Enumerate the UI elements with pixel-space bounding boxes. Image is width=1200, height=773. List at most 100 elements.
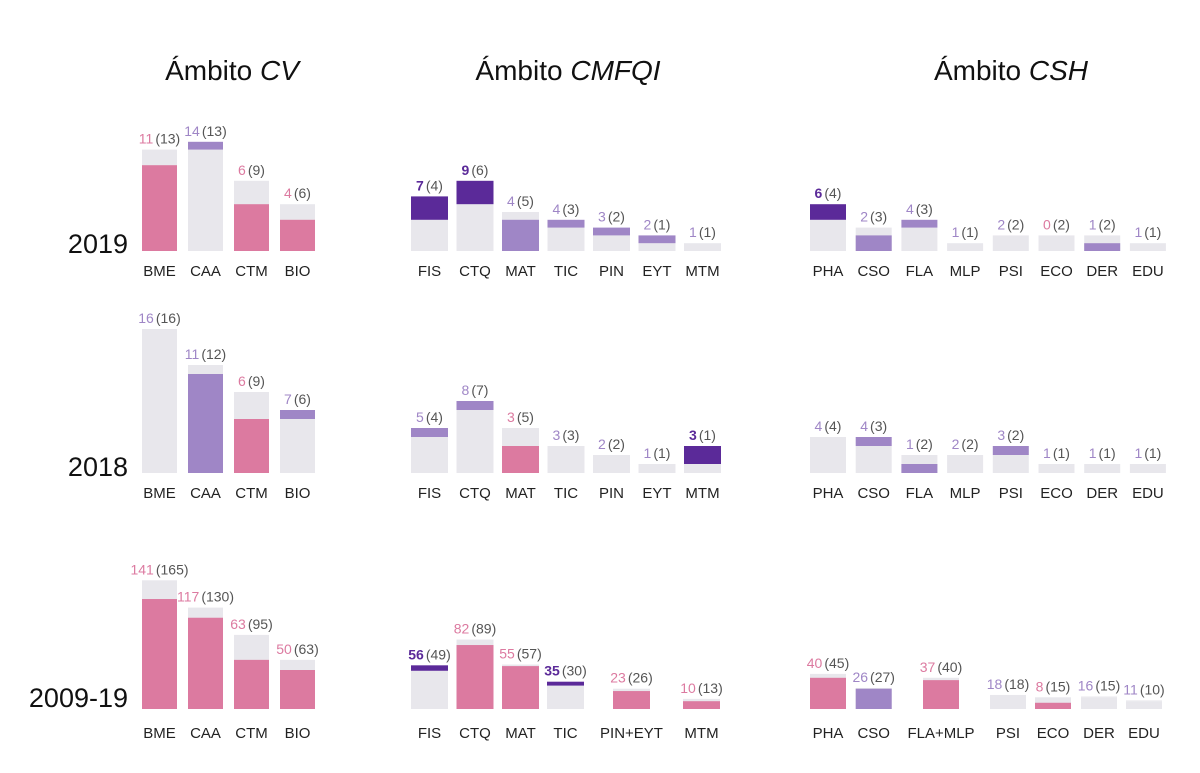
data-label-tic: 35 (30) — [544, 663, 586, 679]
data-label-ctm: 6 (9) — [238, 373, 265, 389]
data-label-fis: 56 (49) — [408, 646, 450, 662]
panel-2009-19-cmfqi: 56 (49) FIS 82 (89) CTQ 55 (57) MAT 35 (30) TIC 23 (2… — [408, 621, 722, 742]
bar-current-fis — [411, 428, 448, 437]
data-label-pin-eyt: 23 (26) — [610, 670, 652, 686]
tick-label-fla-mlp: FLA+MLP — [907, 725, 974, 742]
data-label-caa: 117 (130) — [177, 589, 234, 605]
bar-previous-psi — [990, 694, 1026, 709]
data-label-ctm: 63 (95) — [230, 616, 272, 632]
bar-current-ctq — [456, 180, 494, 205]
bar-group-der: 1 (1) DER — [1084, 445, 1121, 502]
data-label-psi: 18 (18) — [987, 676, 1029, 692]
panel-2018-csh: 4 (4) PHA 4 (3) CSO 1 (2) FLA 2 (2) MLP 3 (2) PSI 1 (1) E… — [810, 418, 1166, 502]
bar-current-mat — [502, 666, 539, 709]
panel-title-csh: Ámbito CSH — [934, 55, 1089, 86]
data-label-cso: 26 (27) — [852, 669, 894, 685]
bar-group-fla: 1 (2) FLA — [901, 436, 938, 502]
tick-label-caa: CAA — [190, 263, 221, 280]
bar-group-ctm: 6 (9) CTM — [234, 373, 269, 502]
data-label-pha: 6 (4) — [815, 185, 842, 201]
data-label-mtm: 1 (1) — [689, 224, 716, 240]
bar-previous-tic — [547, 227, 585, 251]
data-label-pha: 4 (4) — [815, 418, 842, 434]
bar-current-tic — [547, 219, 585, 228]
bar-previous-fla — [901, 227, 938, 251]
bar-current-edu — [1126, 700, 1162, 702]
bar-previous-fis — [411, 437, 448, 473]
panel-2019-cv: 11 (13) BME 14 (13) CAA 6 (9) CTM 4 (6) BIO — [139, 123, 315, 280]
data-label-edu: 11 (10) — [1123, 681, 1164, 697]
data-label-fla: 1 (2) — [906, 436, 933, 452]
bar-group-eco: 8 (15) ECO — [1035, 678, 1071, 742]
bar-previous-fis — [411, 670, 448, 709]
panel-2009-19-cv: 141 (165) BME 117 (130) CAA 63 (95) CTM 50 (63) BIO — [130, 561, 318, 742]
bar-current-ctm — [234, 419, 269, 473]
bar-previous-pin — [593, 235, 630, 251]
data-label-bio: 7 (6) — [284, 391, 311, 407]
bar-current-fla-mlp — [923, 680, 959, 709]
bar-group-bme: 141 (165) BME — [130, 561, 188, 742]
bar-group-fis: 7 (4) FIS — [411, 177, 448, 280]
data-label-edu: 1 (1) — [1134, 224, 1161, 240]
data-label-tic: 4 (3) — [553, 201, 580, 217]
data-label-fis: 5 (4) — [416, 409, 443, 425]
panel-titles: Ámbito CV Ámbito CMFQI Ámbito CSH — [165, 55, 1089, 86]
bar-current-psi — [992, 446, 1029, 455]
panel-2009-19-csh: 40 (45) PHA 26 (27) CSO 37 (40) FLA+MLP 18 (18) PSI… — [807, 655, 1165, 742]
data-label-caa: 14 (13) — [184, 123, 226, 139]
panel-2019-cmfqi: 7 (4) FIS 9 (6) CTQ 4 (5) MAT 4 (3) TIC 3 (2) PIN 2 (1) E… — [411, 162, 721, 280]
data-label-pin: 3 (2) — [598, 209, 625, 225]
bar-current-eco — [1035, 702, 1071, 709]
bar-previous-cso — [855, 446, 892, 473]
data-label-bme: 141 (165) — [130, 561, 188, 577]
bar-previous-edu — [1129, 243, 1166, 251]
tick-label-eco: ECO — [1040, 263, 1073, 280]
bar-group-fis: 56 (49) FIS — [408, 646, 450, 742]
tick-label-tic: TIC — [554, 485, 578, 502]
bar-previous-eyt — [638, 243, 676, 251]
bar-group-psi: 3 (2) PSI — [992, 427, 1029, 502]
bar-current-caa — [188, 617, 223, 709]
data-label-eco: 0 (2) — [1043, 216, 1070, 232]
bar-group-pha: 40 (45) PHA — [807, 655, 849, 742]
bar-panels: 11 (13) BME 14 (13) CAA 6 (9) CTM 4 (6) BIO 7 (4) FIS 9… — [130, 123, 1166, 742]
bar-current-ctm — [234, 659, 269, 709]
bar-previous-edu — [1126, 701, 1162, 709]
tick-label-fis: FIS — [418, 725, 441, 742]
panel-title-cv: Ámbito CV — [165, 55, 301, 86]
bar-previous-eco — [1038, 464, 1075, 473]
bar-group-tic: 4 (3) TIC — [547, 201, 585, 280]
bar-group-eyt: 2 (1) EYT — [638, 216, 676, 280]
data-label-bio: 4 (6) — [284, 185, 311, 201]
tick-label-cso: CSO — [857, 263, 890, 280]
tick-label-cso: CSO — [857, 485, 890, 502]
tick-label-mtm: MTM — [685, 263, 719, 280]
bar-group-bio: 50 (63) BIO — [276, 641, 318, 742]
bar-previous-psi — [992, 455, 1029, 473]
bar-group-eco: 1 (1) ECO — [1038, 445, 1075, 502]
tick-label-cso: CSO — [857, 725, 890, 742]
data-label-bme: 16 (16) — [138, 310, 180, 326]
bar-group-tic: 35 (30) TIC — [544, 663, 586, 742]
bar-group-mat: 4 (5) MAT — [502, 193, 539, 280]
bar-group-pha: 4 (4) PHA — [810, 418, 846, 502]
bar-group-tic: 3 (3) TIC — [547, 427, 585, 502]
bar-group-psi: 18 (18) PSI — [987, 676, 1029, 742]
bar-group-ctm: 63 (95) CTM — [230, 616, 272, 742]
data-label-eco: 1 (1) — [1043, 445, 1070, 461]
tick-label-bme: BME — [143, 725, 176, 742]
bar-current-cso — [855, 437, 892, 446]
tick-label-eyt: EYT — [642, 263, 671, 280]
data-label-edu: 1 (1) — [1134, 445, 1161, 461]
bar-previous-ctq — [456, 204, 494, 251]
tick-label-ctq: CTQ — [459, 485, 491, 502]
data-label-mtm: 10 (13) — [680, 680, 722, 696]
bar-current-mtm — [684, 446, 721, 464]
tick-label-der: DER — [1086, 485, 1118, 502]
data-label-der: 1 (1) — [1089, 445, 1116, 461]
bar-current-bme — [142, 165, 177, 251]
tick-label-fla: FLA — [906, 263, 934, 280]
bar-current-fla — [901, 219, 938, 228]
bar-current-mat — [502, 219, 539, 251]
data-label-der: 16 (15) — [1078, 678, 1120, 694]
